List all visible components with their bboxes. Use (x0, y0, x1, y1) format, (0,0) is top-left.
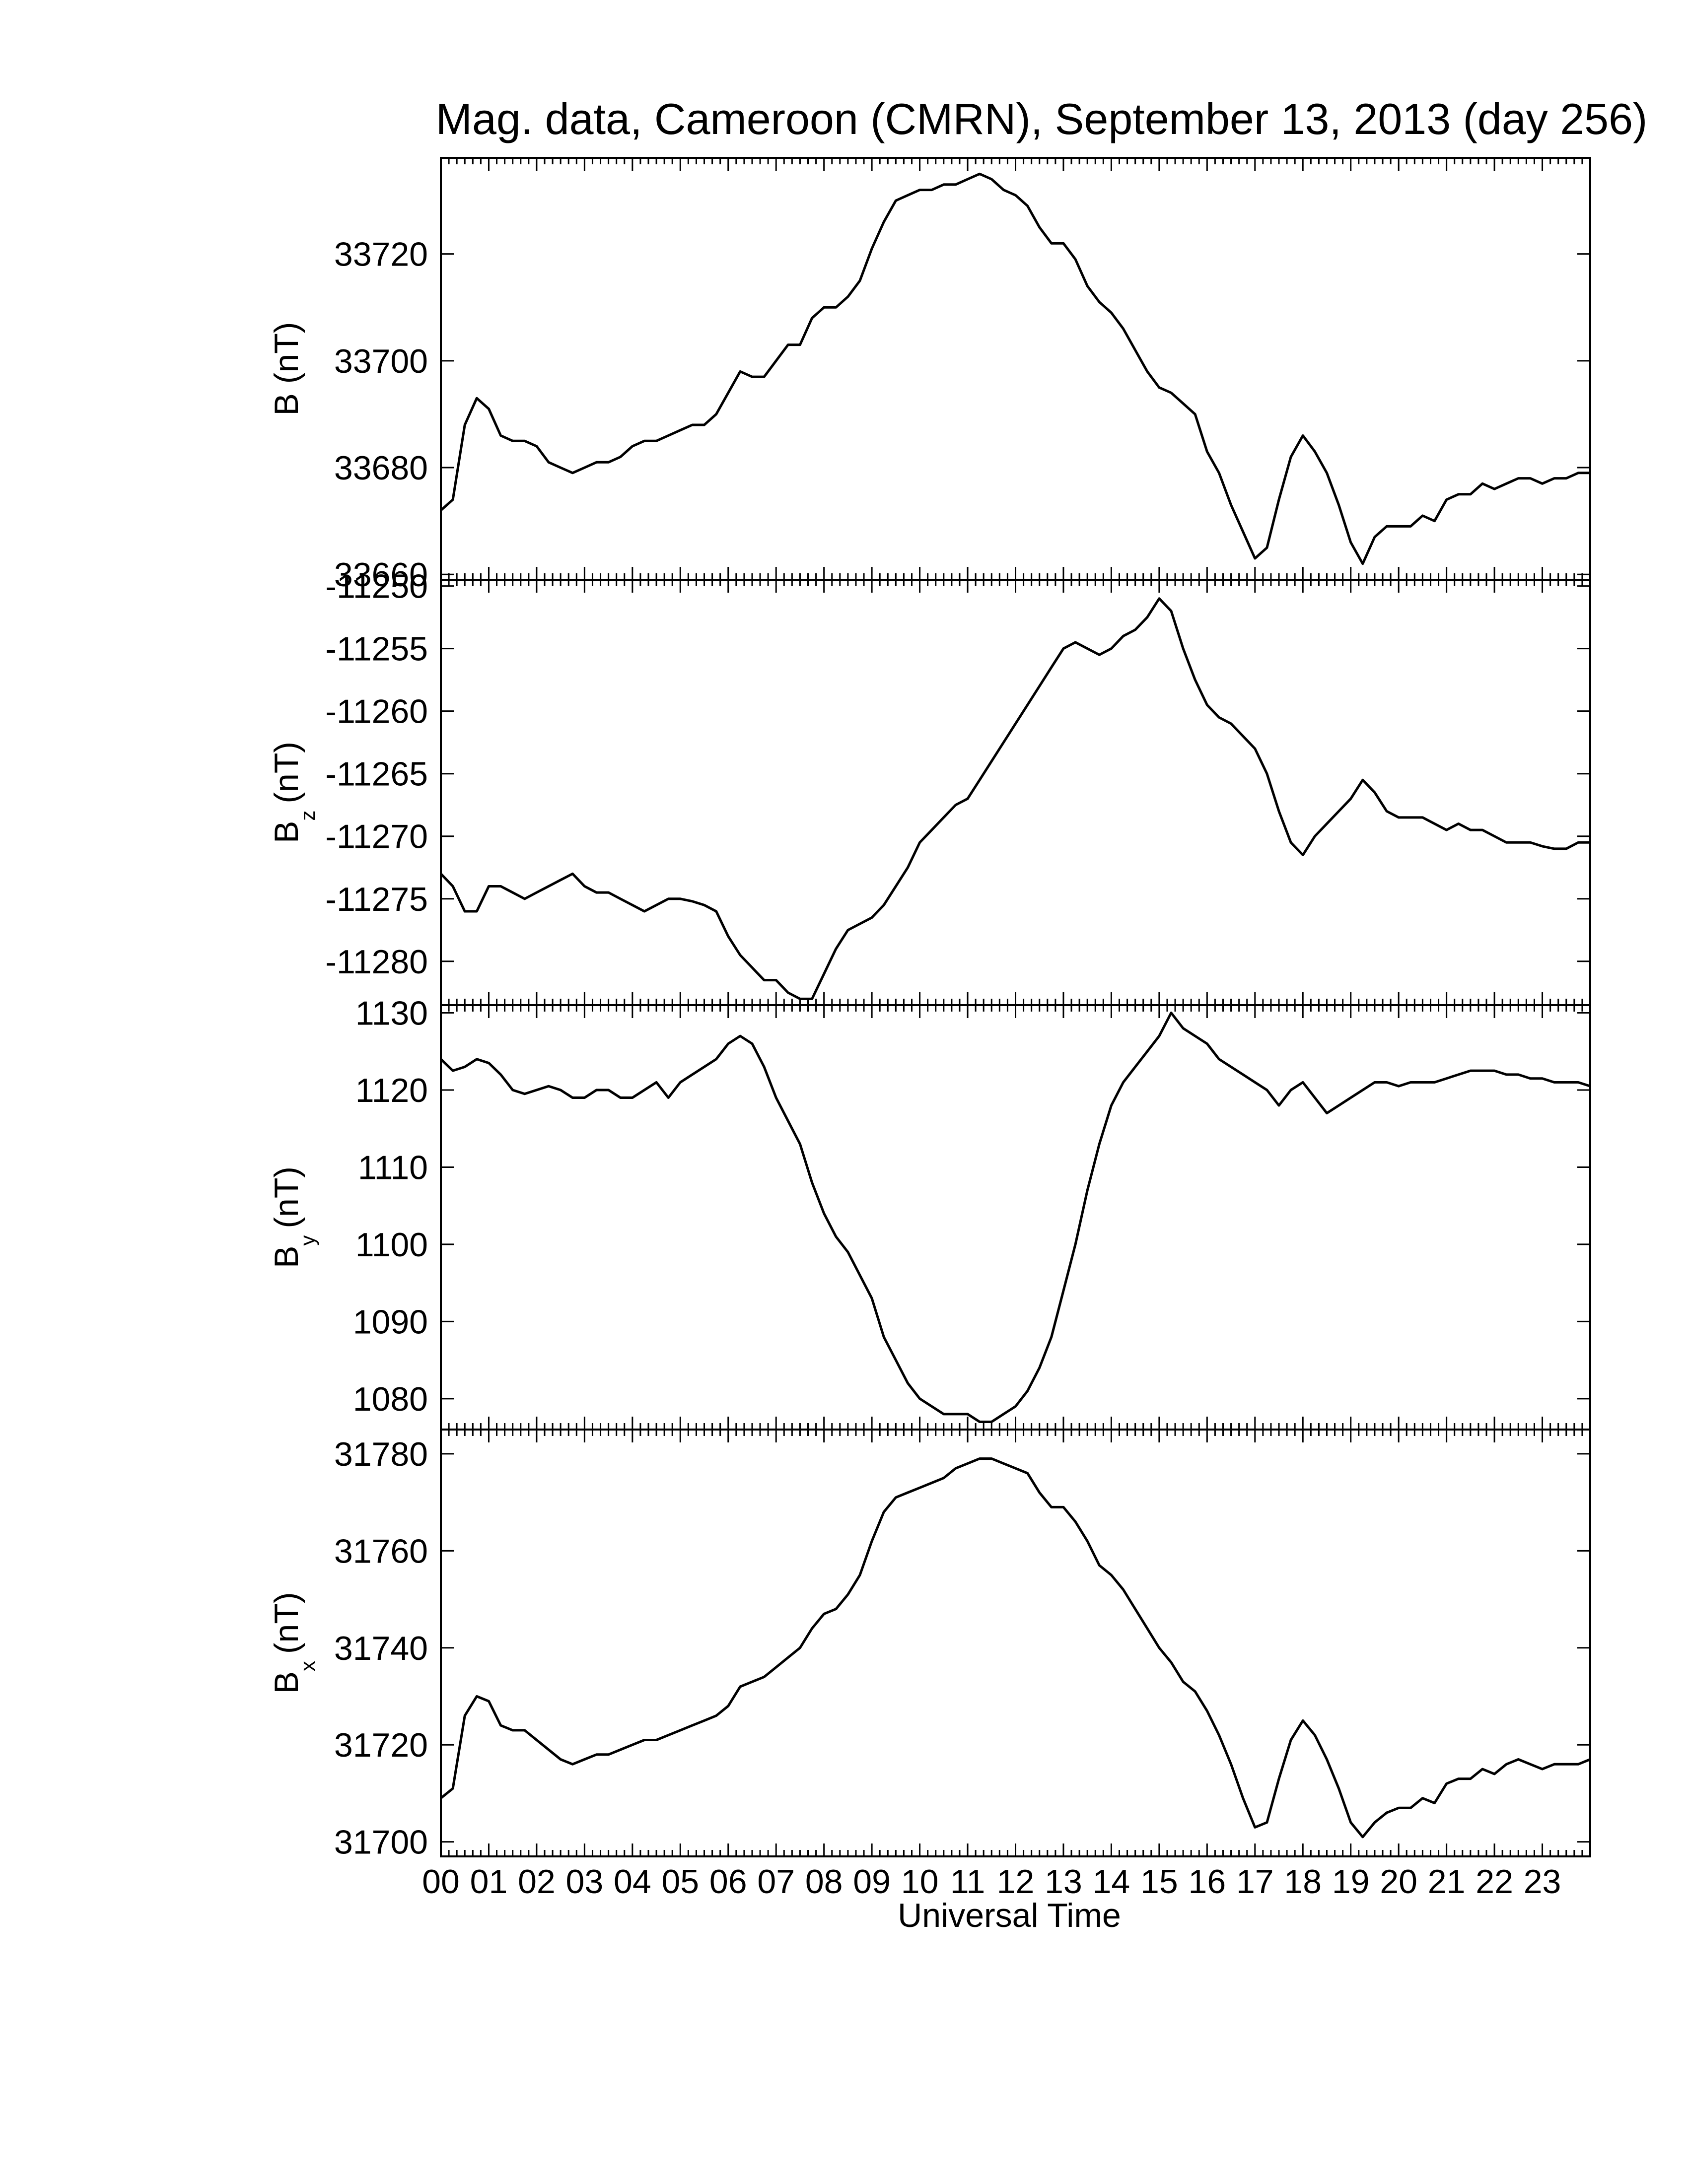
panel-1-trace (440, 172, 1590, 565)
panel-4-trace (440, 1457, 1591, 1839)
y-axis-label: B (nT) (268, 322, 305, 416)
x-tick-label: 16 (1189, 1863, 1226, 1901)
y-axis-label-main: B (268, 1246, 305, 1268)
panel-2-trace (440, 597, 1590, 1000)
y-axis-label-unit: (nT) (268, 1592, 305, 1654)
y-tick-label: 1130 (355, 995, 428, 1032)
y-tick-label: -11275 (325, 881, 428, 918)
y-tick-label: 33700 (334, 342, 428, 380)
chart-title: Mag. data, Cameroon (CMRN), September 13… (436, 94, 1648, 143)
y-tick-label: 33660 (334, 556, 428, 594)
y-tick-label: 31780 (334, 1435, 428, 1473)
x-tick-label: 12 (997, 1863, 1035, 1901)
panel-frame (440, 579, 1591, 1006)
x-tick-label: 09 (853, 1863, 891, 1901)
x-tick-label: 05 (661, 1863, 699, 1901)
x-tick-label: 04 (614, 1863, 651, 1901)
x-tick-label: 08 (805, 1863, 843, 1901)
x-tick-label: 23 (1524, 1863, 1561, 1901)
y-tick-label: 31740 (334, 1630, 428, 1667)
x-tick-label: 10 (901, 1863, 939, 1901)
y-axis-label: Bx (nT) (268, 1592, 319, 1694)
x-tick-label: 02 (518, 1863, 556, 1901)
y-axis-label-main: B (nT) (268, 322, 305, 416)
x-tick-label: 14 (1093, 1863, 1130, 1901)
y-tick-label: -11250 (325, 568, 428, 606)
x-tick-label: 07 (757, 1863, 795, 1901)
y-tick-label: 1110 (358, 1149, 428, 1186)
y-axis-label-unit: (nT) (268, 1166, 305, 1228)
panel-2: -11250 -11255 -11260 -11265 -11270 -11275 -112… (268, 568, 1591, 1006)
x-axis-label: Universal Time (898, 1897, 1121, 1934)
x-tick-label: 17 (1236, 1863, 1274, 1901)
y-tick-label: 1120 (355, 1072, 428, 1109)
y-tick-label: -11265 (325, 755, 428, 793)
y-tick-label: 31700 (334, 1824, 428, 1861)
x-tick-labels: 00 01 02 03 04 05 06 07 08 09 10 11 12 13 14 15 16 17 18 19… (422, 1863, 1561, 1901)
y-tick-label: -11280 (325, 943, 428, 981)
y-tick-label: 1080 (353, 1380, 428, 1418)
y-tick-label: -11255 (325, 630, 428, 668)
y-tick-label: 31760 (334, 1532, 428, 1570)
panel-1: 33660 33680 33700 33720 B (nT) (268, 157, 1591, 594)
y-tick-label: 31720 (334, 1726, 428, 1764)
y-tick-label: 33680 (334, 449, 428, 487)
panel-3-trace (440, 1012, 1591, 1423)
y-axis-label-unit: (nT) (268, 742, 305, 804)
panel-frame (440, 1004, 1591, 1431)
x-tick-label: 06 (709, 1863, 747, 1901)
y-axis-label: Bz (nT) (268, 742, 319, 843)
y-axis-label-subscript: y (296, 1235, 319, 1246)
x-tick-label: 19 (1332, 1863, 1370, 1901)
y-axis-label-main: B (268, 821, 305, 843)
x-tick-label: 18 (1284, 1863, 1322, 1901)
x-tick-label: 21 (1428, 1863, 1466, 1901)
panel-frame (440, 1429, 1591, 1857)
x-tick-label: 11 (950, 1863, 985, 1901)
x-tick-label: 03 (566, 1863, 604, 1901)
y-axis-label-subscript: x (296, 1661, 319, 1671)
panel-frame (440, 157, 1591, 581)
x-tick-label: 00 (422, 1863, 460, 1901)
x-tick-label: 15 (1140, 1863, 1178, 1901)
y-tick-label: 33720 (334, 236, 428, 273)
x-tick-label: 13 (1045, 1863, 1082, 1901)
y-tick-label: -11260 (325, 693, 428, 731)
x-tick-label: 20 (1380, 1863, 1417, 1901)
y-tick-label: 1100 (355, 1226, 428, 1264)
y-axis-label-main: B (268, 1671, 305, 1694)
x-tick-label: 22 (1476, 1863, 1513, 1901)
panel-3: 1080 1090 1100 1110 1120 1130 By (nT) (268, 995, 1591, 1431)
y-axis-label-subscript: z (296, 811, 319, 821)
panel-4: 31700 31720 31740 31760 31780 Bx (nT) (268, 1429, 1591, 1861)
y-axis-label: By (nT) (268, 1166, 319, 1268)
y-tick-label: 1090 (353, 1303, 428, 1341)
x-tick-label: 01 (470, 1863, 508, 1901)
y-tick-label: -11270 (325, 818, 428, 856)
